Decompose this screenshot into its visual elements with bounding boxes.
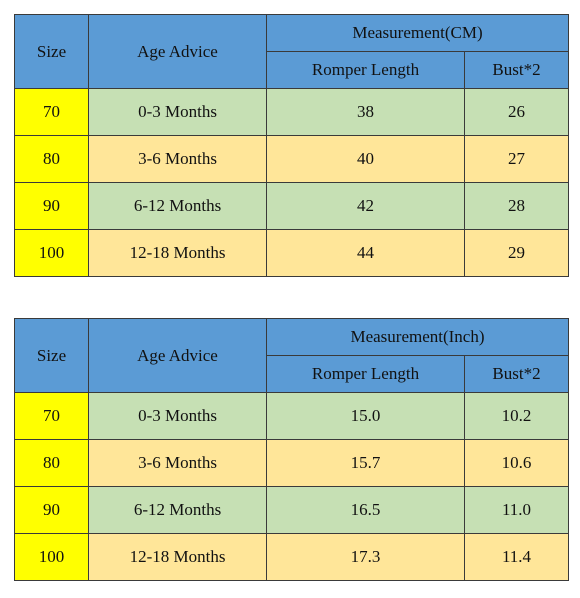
cell-age: 0-3 Months: [88, 88, 267, 136]
cell-age: 3-6 Months: [88, 439, 267, 487]
table-row: 90 6-12 Months 16.5 11.0: [14, 486, 569, 534]
cell-bust: 10.6: [464, 439, 569, 487]
header-age-advice: Age Advice: [88, 318, 267, 393]
header-age-advice: Age Advice: [88, 14, 267, 89]
table-row: 80 3-6 Months 15.7 10.6: [14, 439, 569, 487]
header-size: Size: [14, 318, 89, 393]
cell-age: 6-12 Months: [88, 486, 267, 534]
cell-bust: 26: [464, 88, 569, 136]
header-bust: Bust*2: [464, 51, 569, 89]
table-row: 100 12-18 Months 17.3 11.4: [14, 533, 569, 581]
table-row: 70 0-3 Months 38 26: [14, 88, 569, 136]
cell-bust: 29: [464, 229, 569, 277]
cell-age: 0-3 Months: [88, 392, 267, 440]
cell-age: 6-12 Months: [88, 182, 267, 230]
cell-romper-length: 15.7: [266, 439, 465, 487]
cell-size: 80: [14, 439, 89, 487]
header-measurement: Measurement(CM): [266, 14, 569, 52]
cell-bust: 11.4: [464, 533, 569, 581]
header-bust: Bust*2: [464, 355, 569, 393]
cell-romper-length: 38: [266, 88, 465, 136]
cell-bust: 28: [464, 182, 569, 230]
size-chart-inch: Size Age Advice Measurement(Inch) Romper…: [14, 318, 569, 581]
header-size: Size: [14, 14, 89, 89]
header-romper-length: Romper Length: [266, 355, 465, 393]
cell-romper-length: 40: [266, 135, 465, 183]
cell-bust: 11.0: [464, 486, 569, 534]
cell-age: 3-6 Months: [88, 135, 267, 183]
table-row: 90 6-12 Months 42 28: [14, 182, 569, 230]
cell-romper-length: 17.3: [266, 533, 465, 581]
header-romper-length: Romper Length: [266, 51, 465, 89]
cell-size: 80: [14, 135, 89, 183]
cell-age: 12-18 Months: [88, 229, 267, 277]
cell-bust: 10.2: [464, 392, 569, 440]
cell-romper-length: 15.0: [266, 392, 465, 440]
cell-size: 100: [14, 229, 89, 277]
cell-age: 12-18 Months: [88, 533, 267, 581]
table-row: 100 12-18 Months 44 29: [14, 229, 569, 277]
cell-romper-length: 42: [266, 182, 465, 230]
cell-size: 70: [14, 88, 89, 136]
cell-bust: 27: [464, 135, 569, 183]
table-row: 80 3-6 Months 40 27: [14, 135, 569, 183]
cell-size: 70: [14, 392, 89, 440]
cell-size: 90: [14, 182, 89, 230]
table-row: 70 0-3 Months 15.0 10.2: [14, 392, 569, 440]
cell-size: 100: [14, 533, 89, 581]
cell-romper-length: 16.5: [266, 486, 465, 534]
size-chart-cm: Size Age Advice Measurement(CM) Romper L…: [14, 14, 569, 277]
cell-romper-length: 44: [266, 229, 465, 277]
header-measurement: Measurement(Inch): [266, 318, 569, 356]
cell-size: 90: [14, 486, 89, 534]
